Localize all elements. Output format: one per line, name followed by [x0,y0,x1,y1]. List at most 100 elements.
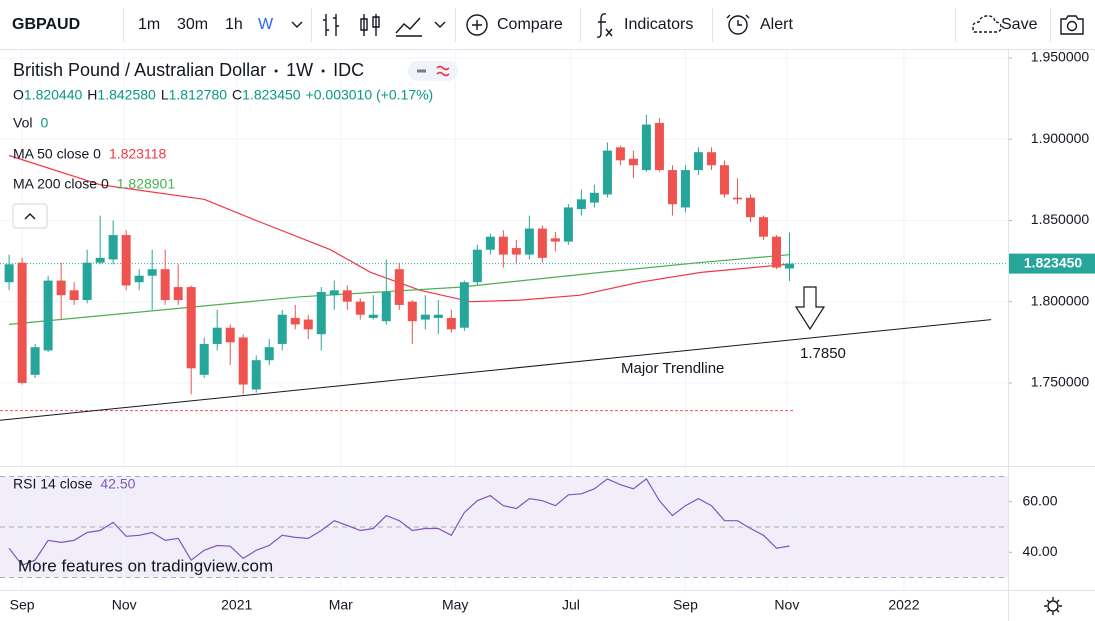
x-tick-label: Mar [329,597,353,613]
area-icon[interactable] [395,17,422,37]
ohlc-value: 1.842580 [97,87,156,103]
alert-icon-hands [726,14,750,26]
candle-body [108,235,118,260]
chevron[interactable] [291,21,303,28]
candle-body [303,319,313,330]
alert-button[interactable]: Alert [760,16,793,33]
settings-icon-teeth [1044,597,1062,615]
candle-body [394,269,404,305]
candle-body [43,280,53,351]
symbol[interactable]: GBPAUD [12,16,80,33]
candle-body [277,314,287,344]
toolbar: GBPAUD 1m 30m 1h W Compare Indicators Al… [0,8,1095,50]
indicators-button[interactable]: Indicators [624,16,693,33]
chevron[interactable] [434,21,446,28]
candles-icon[interactable] [360,14,380,36]
save-button[interactable]: Save [1001,16,1038,33]
interval[interactable]: 1m [138,16,160,33]
collapse-chevron [24,213,36,220]
ohlc-change: +0.003010 (+0.17%) [306,87,434,103]
separator-dot [321,69,325,73]
candle-body [4,264,14,283]
candle-body [498,236,508,255]
indicators-icon[interactable] [596,13,613,38]
y-tick-label: 1.750000 [1031,374,1090,390]
rsi-y-tick-label: 40.00 [1022,543,1057,559]
ma-legend-name: MA 50 close 0 [13,146,101,162]
candle-body [199,343,209,375]
candle-body [264,347,274,361]
volume-label: Vol [13,115,32,131]
candle-body [706,152,716,166]
separator-dot [274,69,278,73]
interval[interactable]: 30m [177,16,208,33]
rsi-legend-name: RSI 14 close [13,476,93,492]
x-tick-label: Nov [774,597,799,613]
interval-active[interactable]: W [258,16,274,33]
trendline [0,319,992,421]
candle-body [316,291,326,335]
save-icon[interactable] [972,15,1002,33]
legend-source: IDC [333,60,364,80]
candle-body [576,199,586,210]
candle-body [615,147,625,161]
candle-body [17,262,27,383]
candle-body [251,360,261,390]
bars-icon[interactable] [323,14,339,36]
x-tick-label: 2021 [221,597,252,613]
interval[interactable]: 1h [225,16,243,33]
alert-icon[interactable] [728,15,748,35]
settings-icon[interactable] [1047,600,1059,612]
candle-body [238,337,248,385]
candle-body [420,314,430,320]
rsi-y-tick-label: 60.00 [1022,492,1057,508]
annotation: Major Trendline [621,360,724,377]
y-tick-label: 1.850000 [1031,211,1090,227]
candle-body [446,317,456,330]
candle-body [732,197,742,200]
rsi-line [8,478,790,566]
x-tick-label: 2022 [888,597,919,613]
compare-button[interactable]: Compare [497,16,563,33]
candle-body [550,238,560,242]
candle-body [147,269,157,276]
x-tick-label: Sep [10,597,35,613]
candle-body [537,228,547,258]
candle-body [563,207,573,242]
ohlc-prefix: L [161,87,169,103]
rsi-legend-value: 42.50 [100,476,135,492]
candle-body [186,287,196,369]
y-tick-label: 1.900000 [1031,130,1090,146]
candle-body [355,301,365,315]
ohlc-prefix: O [13,87,24,103]
source-icon [436,65,450,77]
candle-body [342,290,352,302]
candle-body [485,236,495,250]
ohlc-prefix: C [232,87,242,103]
candle-body [69,290,79,301]
candle-body [758,217,768,237]
candle-body [693,152,703,171]
candle-body [680,170,690,208]
candle-body [329,290,339,296]
x-tick-label: Jul [562,597,580,613]
x-tick-label: Sep [673,597,698,613]
candle-body [433,314,443,318]
candle-body [524,228,534,255]
candle-body [511,248,521,255]
candle-body [654,122,664,171]
collapse-legend[interactable] [12,203,48,229]
candle-body [472,249,482,283]
down-arrow [794,286,826,331]
snapshot-icon[interactable] [1060,15,1084,35]
candle-body [459,282,469,328]
candle-body [667,170,677,205]
candle-body [212,327,222,344]
candle-body [368,314,378,318]
candle-body [30,347,40,375]
compare-icon[interactable] [466,14,488,36]
price-label-bg [1009,253,1095,274]
ma-legend-name: MA 200 close 0 [13,176,109,192]
legend-toggle[interactable] [408,61,458,81]
